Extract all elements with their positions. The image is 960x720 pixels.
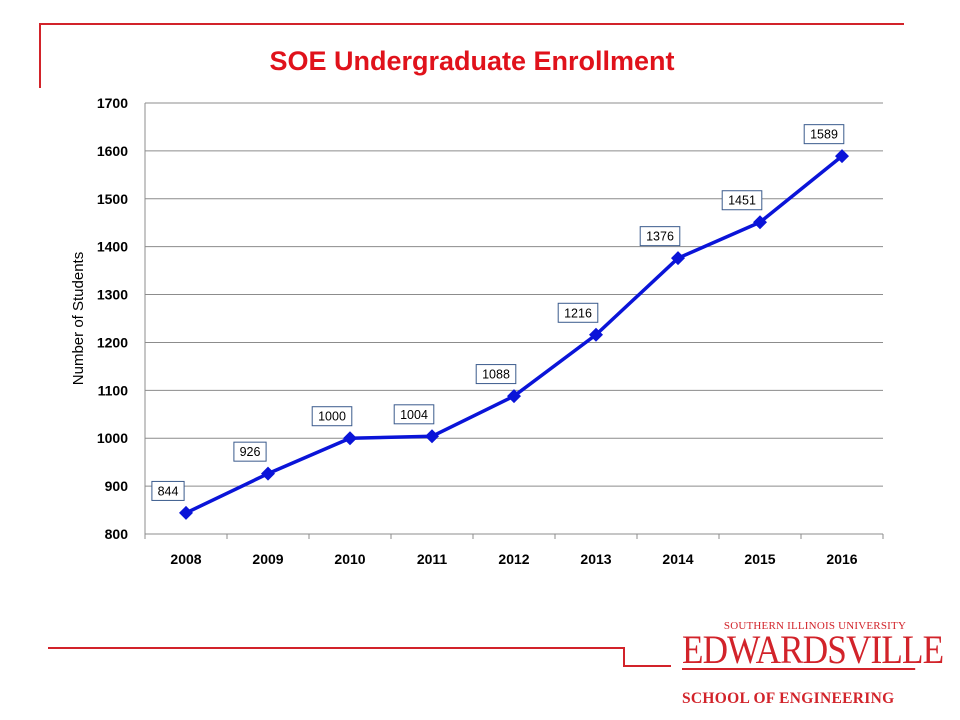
- data-label: 1589: [810, 128, 838, 142]
- data-label-box: [151, 480, 185, 501]
- x-tick-label: 2009: [252, 551, 283, 567]
- y-tick-label: 800: [105, 526, 129, 542]
- data-point-marker: [835, 149, 849, 164]
- logo-edwardsville: EDWARDSVILLE: [682, 627, 944, 672]
- y-tick-label: 1000: [97, 430, 128, 446]
- data-point-marker: [589, 327, 603, 342]
- data-point-marker: [671, 251, 685, 266]
- bottom-border-step: [623, 647, 625, 666]
- data-label-box: [393, 404, 435, 425]
- data-label: 1216: [564, 306, 592, 320]
- y-axis-title: Number of Students: [70, 252, 87, 385]
- data-label-box: [803, 124, 845, 145]
- data-label: 926: [240, 445, 261, 459]
- data-point-marker: [507, 389, 521, 404]
- data-label: 1004: [400, 408, 428, 422]
- data-point-marker: [179, 505, 193, 520]
- y-tick-label: 1300: [97, 287, 128, 303]
- data-point-marker: [343, 431, 357, 446]
- x-tick-label: 2016: [826, 551, 857, 567]
- data-label: 1088: [482, 368, 510, 382]
- x-tick-label: 2014: [662, 551, 693, 567]
- data-label-box: [639, 226, 681, 247]
- x-tick-label: 2015: [744, 551, 775, 567]
- y-tick-label: 1500: [97, 191, 128, 207]
- enrollment-line-chart: 800 900 1000 1100 1200 1300 1400 1500 1600 1700 20…: [70, 95, 884, 567]
- data-label-box: [475, 364, 517, 385]
- data-label: 1376: [646, 230, 674, 244]
- y-tick-label: 1600: [97, 143, 128, 159]
- data-point-marker: [261, 466, 275, 481]
- y-tick-label: 900: [105, 478, 129, 494]
- data-point-marker: [425, 429, 439, 444]
- y-tick-label: 1700: [97, 95, 128, 111]
- bottom-border-line: [48, 647, 624, 649]
- data-label-box: [311, 406, 353, 427]
- data-label-box: [233, 441, 267, 462]
- bottom-border-line-right: [623, 665, 671, 667]
- x-tick-label: 2012: [498, 551, 529, 567]
- university-logo: SOUTHERN ILLINOIS UNIVERSITY EDWARDSVILL…: [682, 620, 944, 708]
- data-label-box: [557, 302, 599, 323]
- data-label: 1000: [318, 410, 346, 424]
- x-tick-label: 2013: [580, 551, 611, 567]
- logo-university-name: SOUTHERN ILLINOIS UNIVERSITY: [723, 620, 907, 632]
- y-tick-label: 1400: [97, 239, 128, 255]
- x-tick-label: 2008: [170, 551, 201, 567]
- data-point-marker: [753, 215, 767, 230]
- y-tick-label: 1200: [97, 334, 128, 350]
- left-border-line: [39, 23, 41, 88]
- logo-school-name: SCHOOL OF ENGINEERING: [682, 690, 895, 707]
- chart-title: SOE Undergraduate Enrollment: [269, 46, 675, 76]
- data-label: 844: [158, 484, 179, 498]
- x-tick-label: 2010: [334, 551, 365, 567]
- data-label: 1451: [728, 194, 756, 208]
- y-tick-label: 1100: [98, 382, 129, 398]
- x-tick-label: 2011: [417, 551, 448, 567]
- top-border-line: [40, 23, 904, 25]
- data-label-box: [721, 190, 763, 211]
